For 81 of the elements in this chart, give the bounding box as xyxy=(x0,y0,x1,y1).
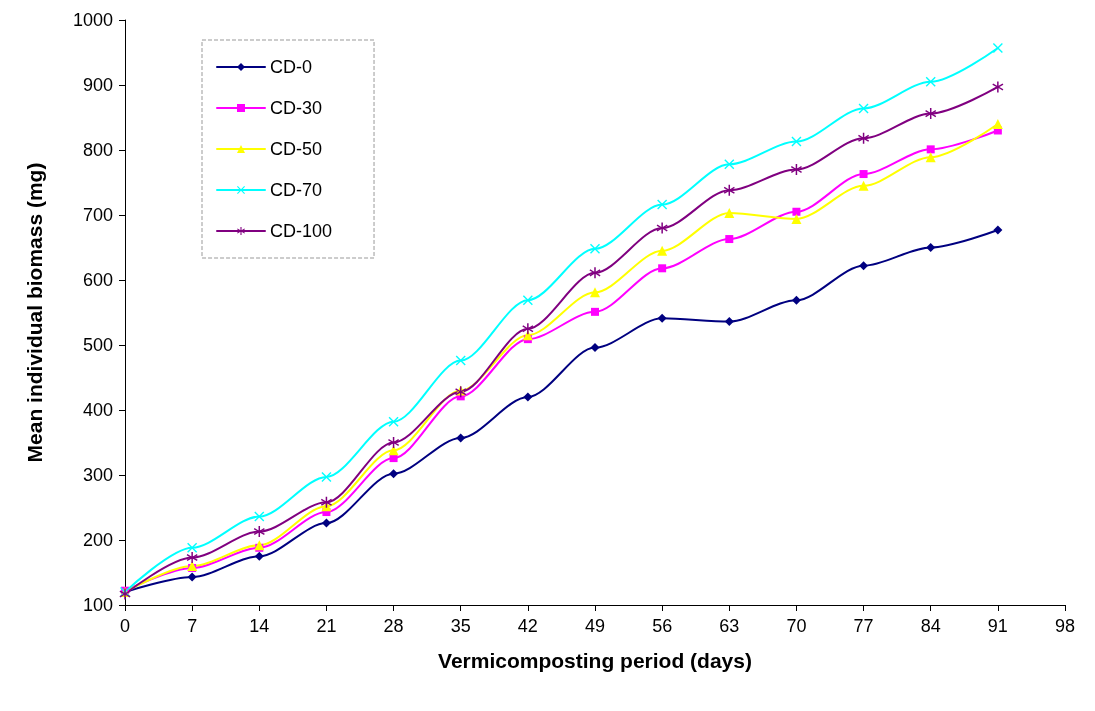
point xyxy=(321,471,332,482)
legend-label: CD-30 xyxy=(270,98,323,118)
x-tick-label: 98 xyxy=(1054,616,1076,636)
point xyxy=(859,170,868,179)
legend-label: CD-50 xyxy=(270,139,323,159)
point xyxy=(590,287,600,298)
point xyxy=(388,416,399,427)
point xyxy=(724,208,735,219)
point xyxy=(522,295,533,306)
point xyxy=(791,295,801,305)
point xyxy=(792,207,801,216)
point xyxy=(389,469,399,479)
point xyxy=(187,542,198,553)
x-tick-label: 70 xyxy=(786,616,807,636)
x-tick-label: 77 xyxy=(853,616,874,636)
legend-label: CD-0 xyxy=(270,57,313,77)
point xyxy=(590,343,600,353)
point xyxy=(992,119,1003,129)
point xyxy=(723,184,735,196)
point xyxy=(926,145,935,154)
point xyxy=(657,313,667,323)
point xyxy=(589,267,601,279)
point xyxy=(859,261,869,271)
point xyxy=(187,572,197,582)
point xyxy=(992,42,1003,53)
point xyxy=(254,551,264,561)
point xyxy=(388,437,400,448)
point xyxy=(791,136,802,147)
legend-label: CD-100 xyxy=(270,221,333,241)
point xyxy=(522,323,534,335)
x-tick-label: 91 xyxy=(987,616,1008,636)
point xyxy=(591,307,599,316)
y-tick-label: 800 xyxy=(82,140,113,160)
point xyxy=(590,243,600,254)
x-tick-label: 63 xyxy=(719,616,740,636)
point xyxy=(656,222,668,234)
point xyxy=(925,152,936,163)
x-tick-label: 21 xyxy=(316,616,337,636)
x-axis-title: Vermicomposting period (days) xyxy=(438,649,752,672)
point xyxy=(388,445,399,456)
y-tick-label: 300 xyxy=(82,465,113,485)
point xyxy=(925,76,936,87)
x-tick-label: 49 xyxy=(584,616,606,636)
x-tick-label: 56 xyxy=(652,616,673,636)
point xyxy=(657,199,668,210)
y-tick-label: 200 xyxy=(82,530,113,550)
legend-label: CD-70 xyxy=(270,180,323,200)
y-tick-label: 700 xyxy=(82,205,113,225)
point xyxy=(523,392,533,402)
point xyxy=(725,235,734,244)
point xyxy=(791,213,802,224)
point xyxy=(790,164,802,175)
x-tick-label: 42 xyxy=(517,616,538,636)
y-tick-label: 900 xyxy=(82,75,113,95)
point xyxy=(858,103,869,114)
point xyxy=(456,433,466,443)
y-tick-label: 100 xyxy=(82,595,113,615)
point xyxy=(993,225,1003,235)
point xyxy=(657,245,668,256)
y-tick-label: 400 xyxy=(82,400,113,420)
x-tick-label: 84 xyxy=(920,616,941,636)
x-tick-label: 35 xyxy=(450,616,471,636)
point xyxy=(926,243,936,252)
point xyxy=(724,317,734,327)
x-tick-label: 0 xyxy=(119,616,131,636)
x-tick-label: 28 xyxy=(383,616,404,636)
x-tick-label: 14 xyxy=(249,616,270,636)
point xyxy=(254,511,265,522)
point xyxy=(858,180,869,191)
point xyxy=(186,552,198,564)
point xyxy=(321,518,331,528)
y-tick-label: 500 xyxy=(82,335,113,355)
point xyxy=(724,159,735,170)
y-axis-title: Mean individual biomass (mg) xyxy=(23,162,46,463)
point xyxy=(455,355,466,366)
y-tick-label: 600 xyxy=(82,270,113,290)
x-tick-label: 7 xyxy=(187,616,198,636)
point xyxy=(658,264,667,273)
point xyxy=(858,132,870,144)
point xyxy=(992,81,1004,93)
y-tick-label: 1000 xyxy=(72,10,113,30)
